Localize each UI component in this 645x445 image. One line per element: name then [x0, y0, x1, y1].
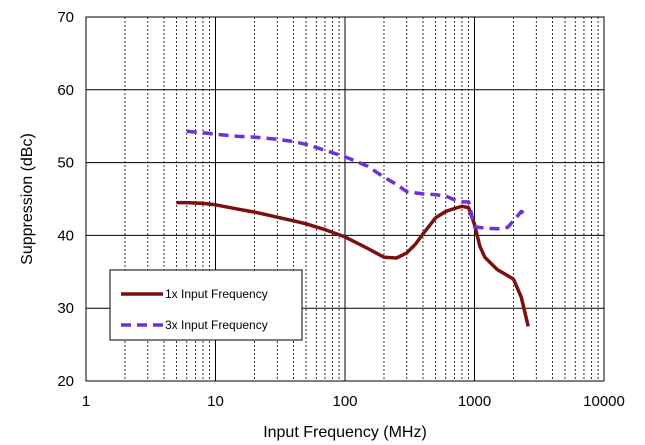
series-line-3x: [186, 129, 530, 231]
x-tick-label: 10: [207, 393, 224, 410]
y-axis-tick-labels: 20 30 40 50 60 70: [57, 9, 74, 390]
x-tick-label: 100: [332, 393, 357, 410]
legend: 1x Input Frequency 3x Input Frequency: [109, 269, 303, 341]
y-axis-label: Suppression (dBc): [19, 133, 36, 265]
y-tick-label: 60: [57, 82, 74, 99]
y-tick-label: 70: [57, 9, 74, 26]
plot-area-frame: [85, 16, 605, 382]
y-tick-label: 30: [57, 300, 74, 317]
y-tick-label: 40: [57, 227, 74, 244]
series-lines: [176, 129, 530, 327]
x-axis-tick-labels: 1 10 100 1000 10000: [82, 393, 625, 410]
legend-label-3x: 3x Input Frequency: [165, 318, 268, 332]
x-tick-label: 1: [82, 393, 90, 410]
x-axis-label: Input Frequency (MHz): [263, 424, 427, 441]
x-tick-label: 1000: [458, 393, 491, 410]
y-tick-label: 20: [57, 373, 74, 390]
series-line-1x: [176, 200, 530, 327]
y-tick-label: 50: [57, 155, 74, 172]
legend-box: [109, 269, 303, 341]
legend-label-1x: 1x Input Frequency: [165, 287, 268, 301]
x-tick-label: 10000: [583, 393, 625, 410]
